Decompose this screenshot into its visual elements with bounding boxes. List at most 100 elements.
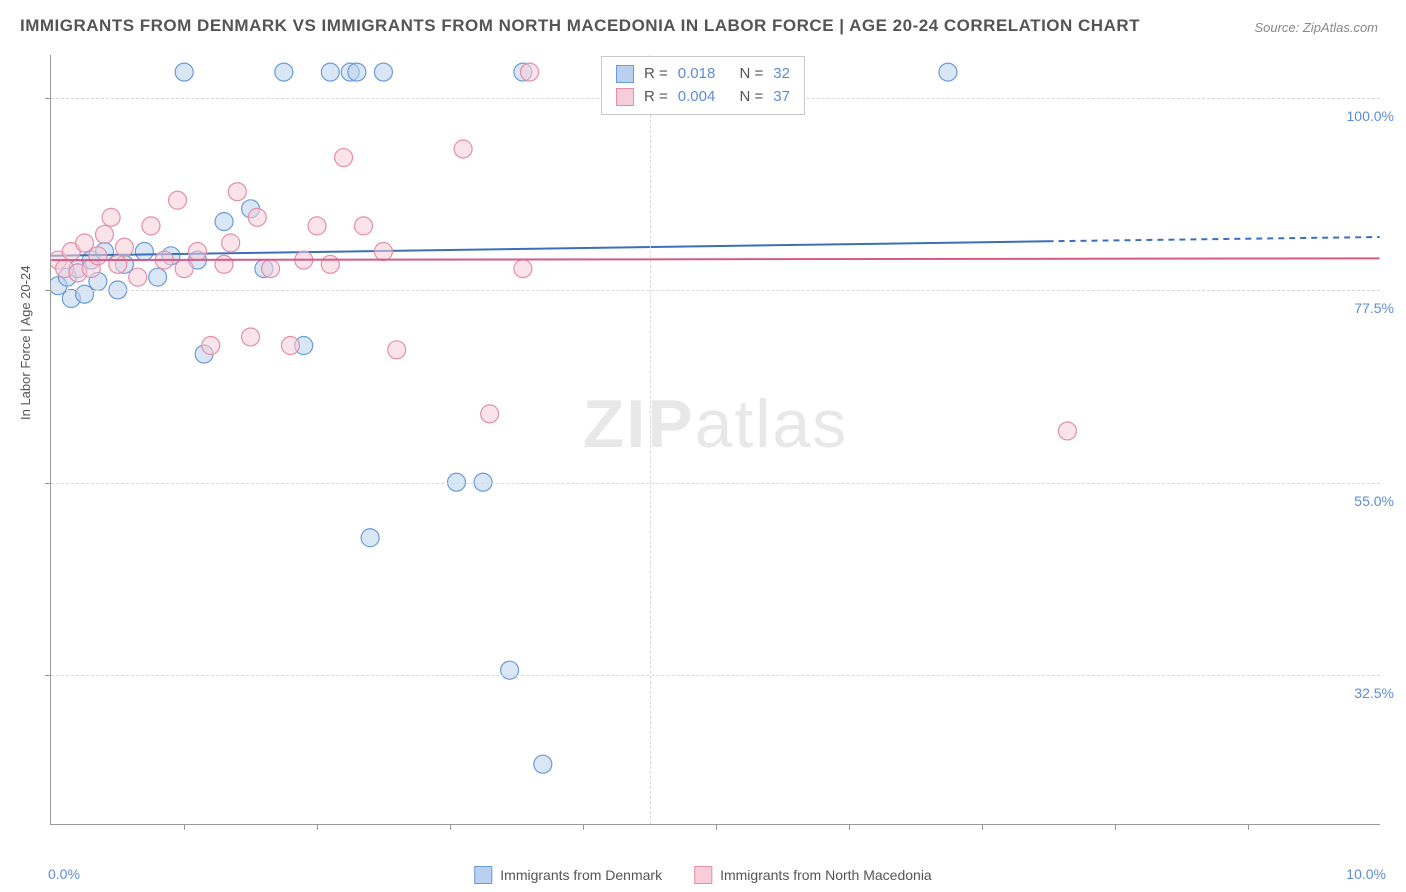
data-point [169,191,187,209]
y-axis-label: In Labor Force | Age 20-24 [18,266,33,420]
legend-swatch-1 [474,866,492,884]
legend: Immigrants from Denmark Immigrants from … [474,866,931,884]
data-point [501,661,519,679]
stat-n-label: N = [740,86,764,109]
regression-line-dashed [1048,237,1380,241]
y-tick-label: 100.0% [1347,108,1394,124]
data-point [242,200,260,218]
tick-y [45,675,51,676]
stat-n-label: N = [740,63,764,86]
data-point [155,251,173,269]
data-point [188,251,206,269]
data-point [202,337,220,355]
data-point [82,251,100,269]
data-point [89,272,107,290]
data-point [162,247,180,265]
data-point [321,255,339,273]
tick-x [982,824,983,830]
data-point [222,234,240,252]
legend-item-1: Immigrants from Denmark [474,866,662,884]
data-point [514,63,532,81]
data-point [939,63,957,81]
legend-swatch-2 [694,866,712,884]
source-attribution: Source: ZipAtlas.com [1254,20,1378,35]
watermark-bold: ZIP [583,386,695,462]
data-point [56,260,74,278]
data-point [175,260,193,278]
data-point [281,337,299,355]
legend-label-2: Immigrants from North Macedonia [720,867,932,883]
data-point [481,405,499,423]
data-point [262,260,280,278]
data-point [215,255,233,273]
chart-svg [51,55,1380,824]
data-point [361,529,379,547]
stats-row-2: R = 0.004 N = 37 [616,86,790,109]
chart-container: IMMIGRANTS FROM DENMARK VS IMMIGRANTS FR… [0,0,1406,892]
legend-item-2: Immigrants from North Macedonia [694,866,932,884]
data-point [341,63,359,81]
gridline-h [51,290,1380,291]
regression-line [51,241,1047,256]
y-tick-label: 77.5% [1354,300,1394,316]
stats-row-1: R = 0.018 N = 32 [616,63,790,86]
stat-r-value-2: 0.004 [678,86,716,109]
data-point [135,243,153,261]
regression-line [51,258,1379,260]
data-point [69,264,87,282]
tick-x [450,824,451,830]
data-point [51,251,67,269]
data-point [228,183,246,201]
tick-y [45,290,51,291]
data-point [374,243,392,261]
tick-x [1248,824,1249,830]
tick-x [184,824,185,830]
data-point [62,290,80,308]
data-point [295,337,313,355]
data-point [388,341,406,359]
data-point [142,217,160,235]
y-tick-label: 32.5% [1354,685,1394,701]
gridline-h [51,675,1380,676]
data-point [109,255,127,273]
data-point [89,247,107,265]
tick-x [1115,824,1116,830]
tick-x [716,824,717,830]
data-point [76,285,94,303]
data-point [374,63,392,81]
watermark-light: atlas [695,386,849,462]
data-point [534,755,552,773]
data-point [129,268,147,286]
data-point [335,149,353,167]
data-point [115,238,133,256]
gridline-v [650,55,651,824]
tick-x [583,824,584,830]
data-point [521,63,539,81]
plot-area: ZIPatlas [50,55,1380,825]
data-point [454,140,472,158]
data-point [69,260,87,278]
data-point [115,255,133,273]
data-point [96,243,114,261]
data-point [295,251,313,269]
tick-y [45,483,51,484]
stat-r-label: R = [644,86,668,109]
data-point [275,63,293,81]
data-point [321,63,339,81]
data-point [51,277,67,295]
watermark: ZIPatlas [583,385,848,463]
data-point [514,260,532,278]
data-point [248,208,266,226]
data-point [242,328,260,346]
data-point [76,234,94,252]
data-point [149,268,167,286]
data-point [308,217,326,235]
tick-x [317,824,318,830]
data-point [355,217,373,235]
tick-x [849,824,850,830]
data-point [82,260,100,278]
data-point [188,243,206,261]
x-axis-min-label: 0.0% [48,866,80,882]
data-point [58,268,76,286]
data-point [195,345,213,363]
